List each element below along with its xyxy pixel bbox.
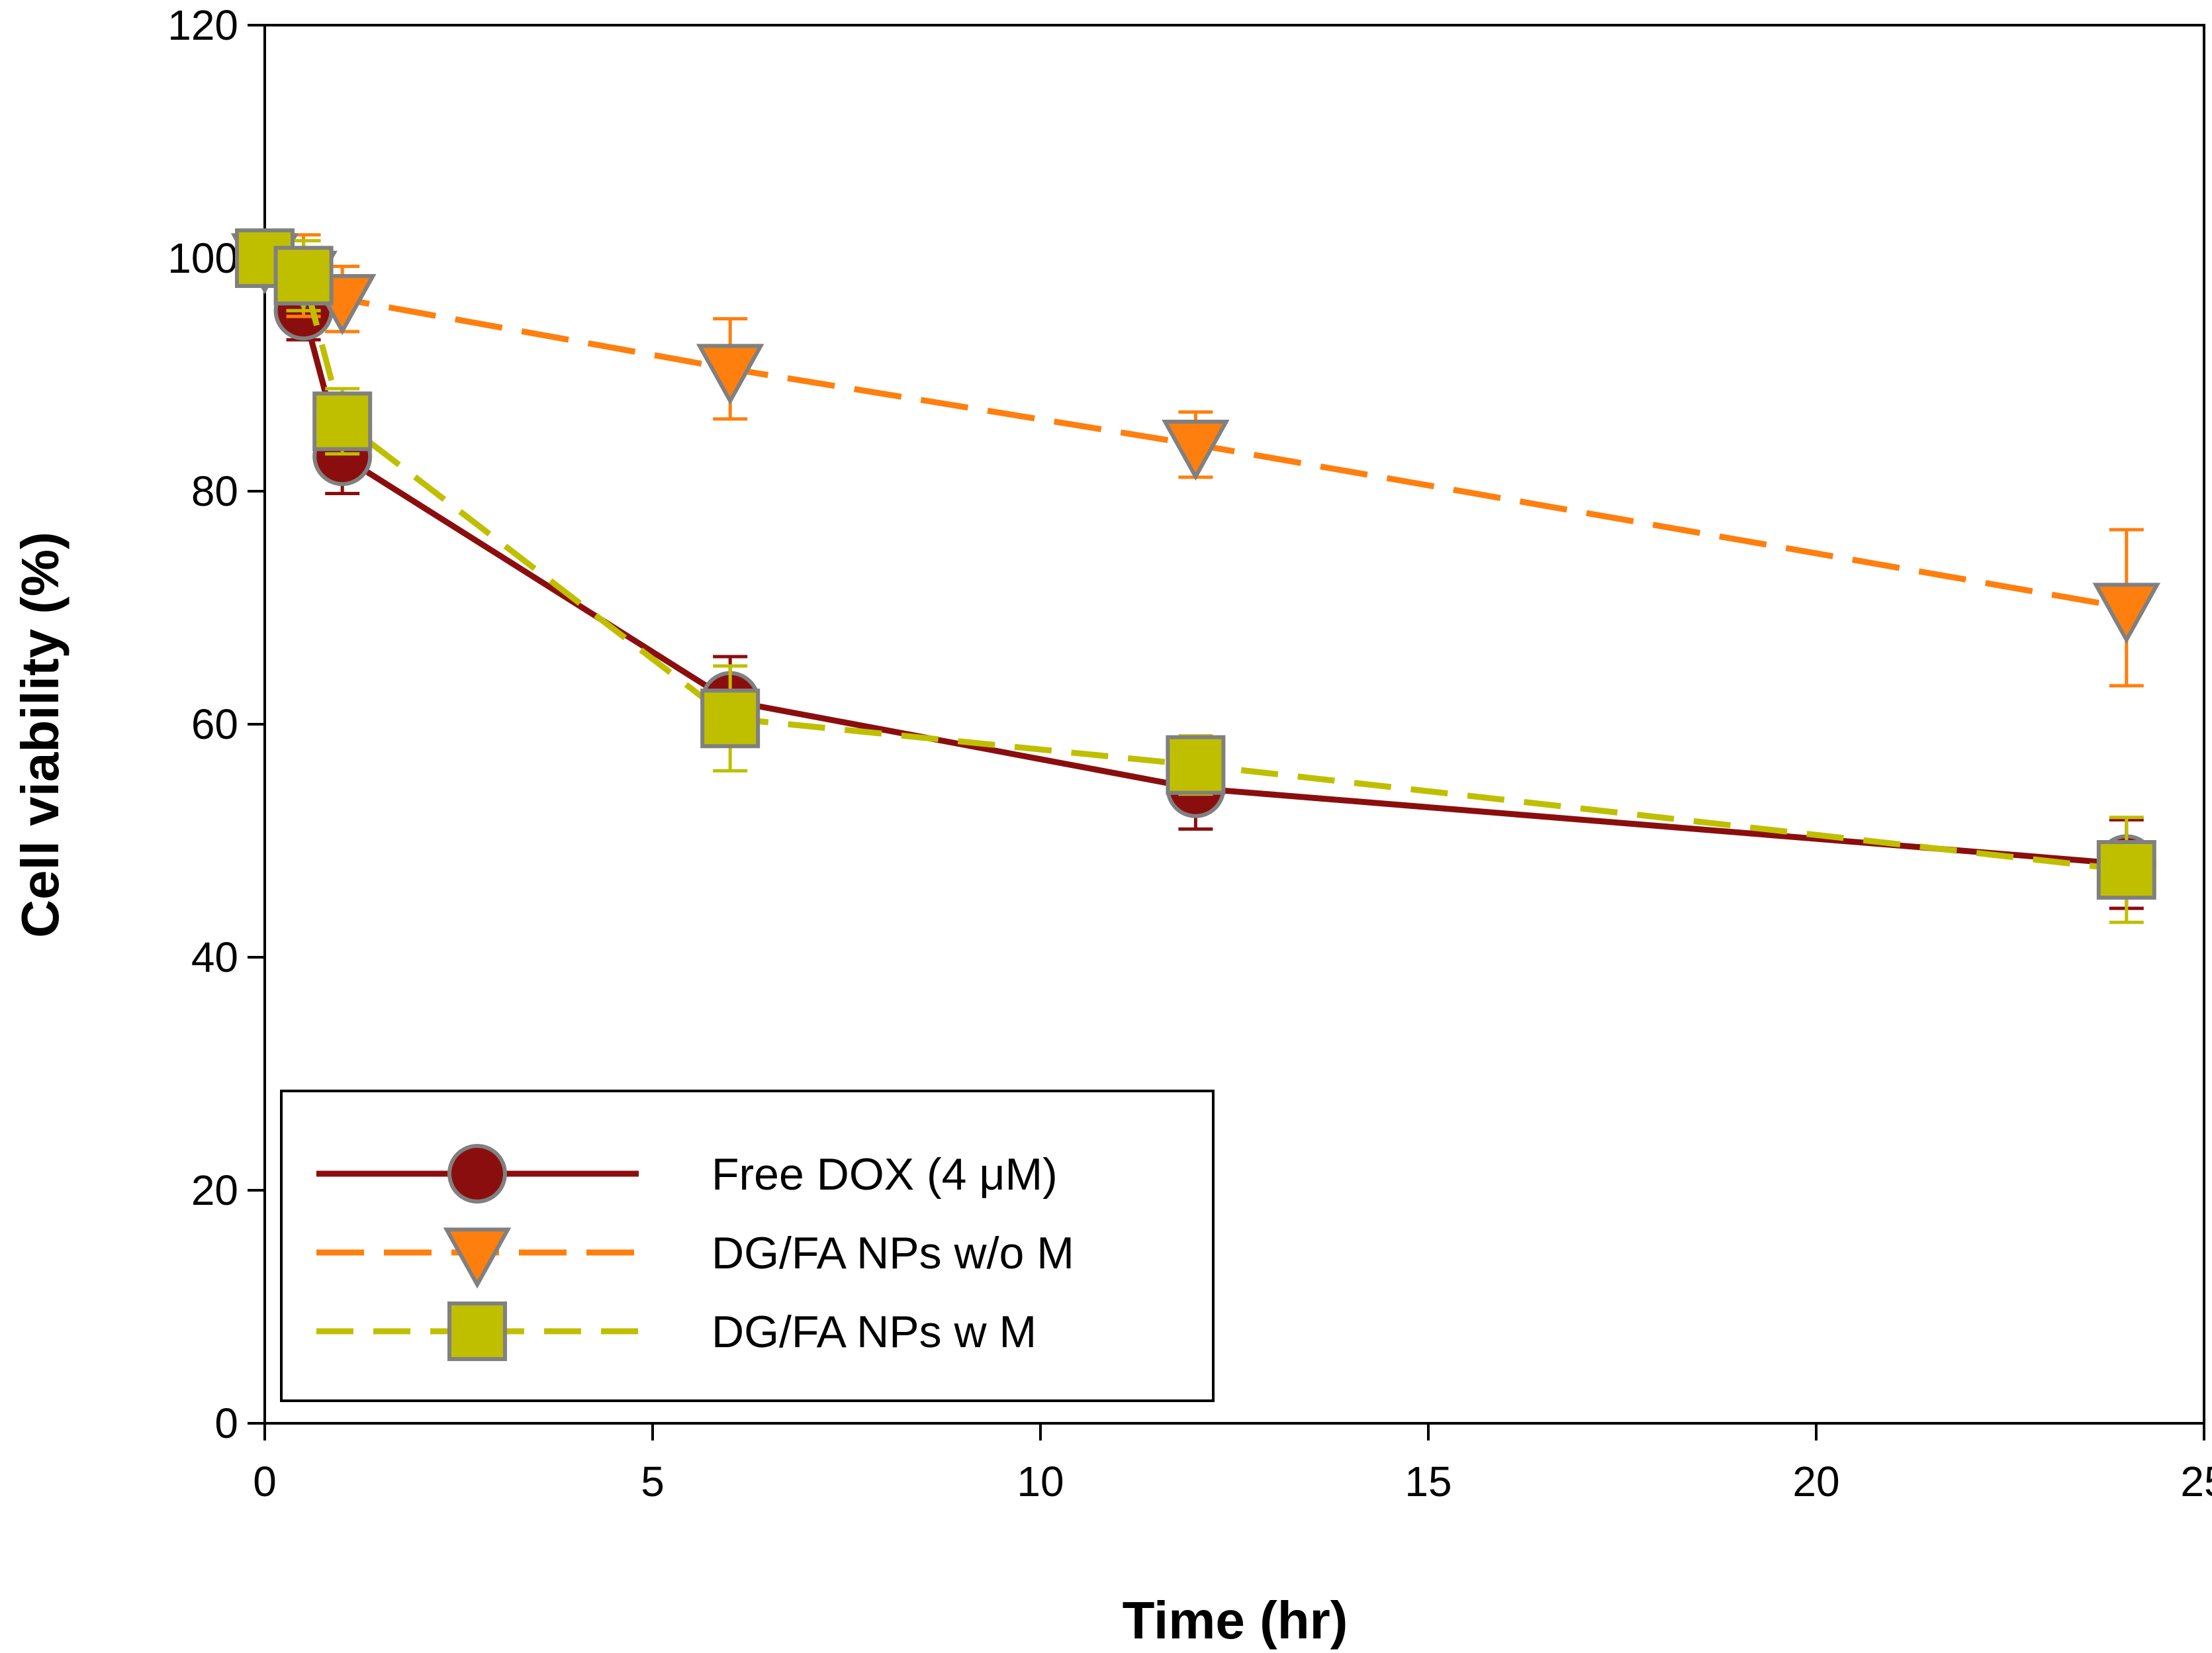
data-point: [696, 344, 764, 405]
legend: Free DOX (4 μM) DG/FA NPs w/o M DG/FA NPs …: [280, 1090, 1215, 1402]
x-tick-label: 5: [641, 1458, 665, 1505]
y-axis-label: Cell viability (%): [11, 532, 69, 937]
x-tick-label: 0: [253, 1458, 277, 1505]
data-point: [273, 246, 334, 306]
data-point: [1166, 735, 1226, 795]
x-axis-label: Time (hr): [1123, 1591, 1348, 1650]
x-tick-label: 10: [1017, 1458, 1064, 1505]
legend-entry-0: Free DOX (4 μM): [316, 1144, 1058, 1204]
y-tick-label: 40: [191, 933, 238, 981]
y-tick-label: 0: [214, 1399, 238, 1447]
axes: 0 5 10 15 20 25 0 20 40 60 80 100 120: [167, 1, 2212, 1505]
legend-entry-1: DG/FA NPs w/o M: [316, 1227, 1074, 1289]
y-tick-label: 100: [167, 234, 238, 282]
series-2: [235, 228, 2156, 924]
legend-marker: [443, 1227, 512, 1289]
y-tick-label: 60: [191, 700, 238, 748]
data-point: [700, 688, 760, 749]
x-tick-label: 15: [1405, 1458, 1452, 1505]
data-point: [1162, 419, 1230, 481]
y-tick-label: 80: [191, 467, 238, 515]
legend-box: [280, 1090, 1215, 1402]
data-point: [2096, 840, 2156, 900]
data-point: [2092, 583, 2161, 644]
legend-label: DG/FA NPs w/o M: [712, 1228, 1074, 1278]
y-tick-label: 20: [191, 1166, 238, 1214]
legend-entry-2: DG/FA NPs w M: [316, 1301, 1037, 1361]
legend-label: Free DOX (4 μM): [712, 1149, 1058, 1200]
series-group: [230, 228, 2161, 924]
x-tick-label: 20: [1792, 1458, 1839, 1505]
x-tick-label: 25: [2180, 1458, 2212, 1505]
y-tick-label: 120: [167, 1, 238, 49]
data-point: [312, 391, 373, 451]
legend-marker: [447, 1144, 507, 1204]
legend-label: DG/FA NPs w M: [712, 1307, 1037, 1357]
legend-marker: [447, 1301, 507, 1361]
